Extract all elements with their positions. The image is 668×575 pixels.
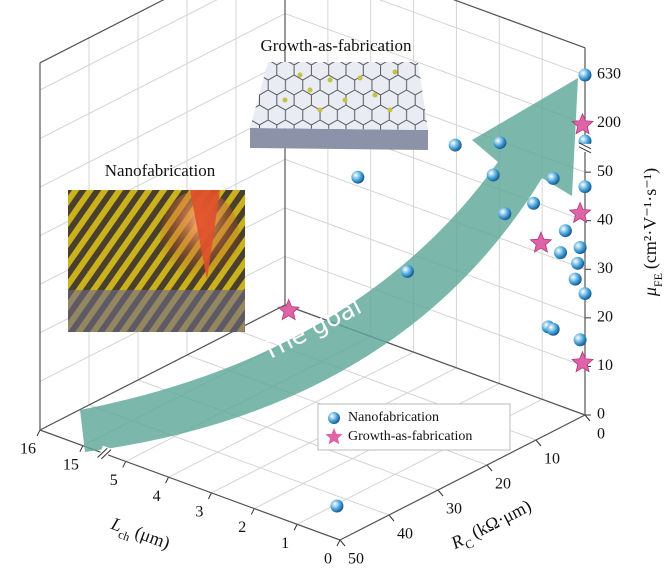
x-tick-label: 16 <box>20 441 36 458</box>
grid-line <box>40 14 285 139</box>
x-tick-label: 4 <box>153 488 161 505</box>
z-tick-label: 40 <box>597 211 613 228</box>
axis-edge <box>40 0 285 63</box>
tick-mark <box>337 540 340 546</box>
data-point <box>498 207 511 220</box>
data-point <box>579 180 592 193</box>
data-point <box>554 246 567 259</box>
z-tick-label: 0 <box>597 406 605 423</box>
data-point <box>579 69 592 82</box>
data-point <box>401 265 414 278</box>
data-point <box>547 323 560 336</box>
growth-inset: Growth-as-fabrication <box>250 36 428 150</box>
axis-title: Lch(μm) <box>106 513 173 557</box>
z-tick-label: 20 <box>597 309 613 326</box>
x-tick-label: 1 <box>281 535 289 552</box>
legend-label: Nanofabrication <box>348 410 439 425</box>
data-point <box>572 352 593 372</box>
tick-mark <box>294 524 297 530</box>
axis-unit: (kΩ·μm) <box>468 496 535 544</box>
axis-unit: (μm) <box>132 522 173 554</box>
data-point <box>530 232 551 252</box>
tick-mark <box>389 515 394 521</box>
data-point <box>574 241 587 254</box>
tick-mark <box>208 493 211 499</box>
tick-mark <box>585 415 590 421</box>
tick-mark <box>340 540 345 546</box>
nanofab-inset: Nanofabrication <box>68 161 245 332</box>
inset-title: Nanofabrication <box>105 161 216 180</box>
data-point <box>493 136 506 149</box>
data-point <box>487 168 500 181</box>
x-tick-label: 2 <box>238 519 246 536</box>
y-tick-label: 40 <box>397 526 413 543</box>
axis-subscript: FE <box>651 273 665 287</box>
z-tick-label: 10 <box>597 357 613 374</box>
tick-mark <box>37 430 40 436</box>
y-tick-label: 50 <box>348 551 364 568</box>
x-tick-label: 5 <box>110 472 118 489</box>
axis-title: μFE (cm²·V⁻¹·s⁻¹) <box>640 168 665 297</box>
z-tick-label: 630 <box>597 66 621 83</box>
legend-marker <box>328 412 340 424</box>
tick-mark <box>80 446 83 452</box>
chart: Growth-as-fabrication Nanofabrication Th… <box>0 0 668 575</box>
legend-label: Growth-as-fabrication <box>348 429 472 444</box>
tick-mark <box>536 440 541 446</box>
data-point <box>330 500 343 513</box>
inset-title: Growth-as-fabrication <box>260 36 412 55</box>
x-tick-label: 3 <box>195 504 203 521</box>
axis-unit: (cm²·V⁻¹·s⁻¹) <box>640 168 661 269</box>
tick-mark <box>166 477 169 483</box>
tick-mark <box>123 461 126 467</box>
data-point <box>579 287 592 300</box>
data-point <box>449 139 462 152</box>
substrate <box>68 290 245 332</box>
y-tick-label: 10 <box>544 451 560 468</box>
tick-mark <box>438 490 443 496</box>
axis-symbol: μ <box>640 287 660 297</box>
data-point <box>547 172 560 185</box>
z-tick-label: 30 <box>597 260 613 277</box>
y-tick-label: 20 <box>495 476 511 493</box>
data-point <box>574 333 587 346</box>
data-point <box>569 273 582 286</box>
data-point <box>571 257 584 270</box>
data-point <box>559 224 572 237</box>
axis-break <box>578 143 592 153</box>
legend: Nanofabrication Growth-as-fabrication <box>318 404 510 450</box>
tick-mark <box>487 465 492 471</box>
decorations: Growth-as-fabrication Nanofabrication Th… <box>68 36 578 452</box>
y-tick-label: 30 <box>446 501 462 518</box>
data-point <box>351 171 364 184</box>
z-tick-label: 200 <box>597 114 621 131</box>
y-tick-label: 0 <box>597 426 605 443</box>
axis-subscript: C <box>462 536 475 552</box>
graphene <box>250 62 428 130</box>
tick-mark <box>251 509 254 515</box>
data-point <box>527 197 540 210</box>
z-tick-label: 50 <box>597 163 613 180</box>
slab-side <box>250 128 428 150</box>
data-point <box>278 300 299 320</box>
x-tick-label: 15 <box>63 456 79 473</box>
x-tick-label: 0 <box>324 551 332 568</box>
